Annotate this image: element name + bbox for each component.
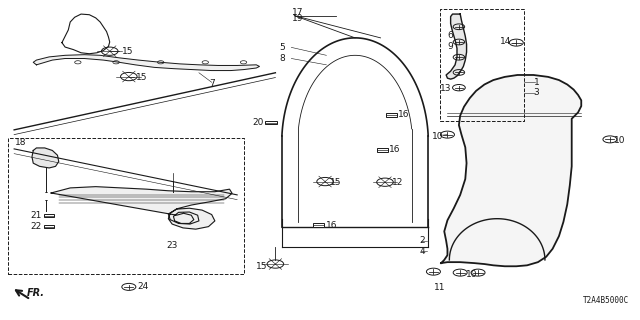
Text: 13: 13: [440, 84, 452, 93]
FancyBboxPatch shape: [44, 225, 54, 228]
Text: 21: 21: [31, 211, 42, 220]
Text: 18: 18: [15, 138, 26, 147]
Polygon shape: [441, 75, 581, 266]
Text: 10: 10: [614, 136, 625, 145]
Text: 4: 4: [419, 247, 425, 256]
Polygon shape: [446, 14, 467, 79]
Text: T2A4B5000C: T2A4B5000C: [583, 296, 629, 305]
Text: 15: 15: [136, 73, 147, 82]
FancyBboxPatch shape: [313, 223, 324, 227]
Text: 16: 16: [390, 145, 401, 154]
Text: 8: 8: [279, 54, 285, 63]
Text: 10: 10: [432, 132, 444, 141]
FancyBboxPatch shape: [386, 113, 397, 117]
Polygon shape: [51, 187, 232, 229]
FancyBboxPatch shape: [44, 214, 54, 217]
Text: 11: 11: [434, 283, 445, 292]
Text: FR.: FR.: [27, 288, 45, 298]
Text: 24: 24: [137, 282, 148, 292]
Text: 10: 10: [466, 270, 477, 279]
Text: 5: 5: [279, 43, 285, 52]
Text: 15: 15: [330, 178, 342, 187]
Text: 7: 7: [209, 79, 214, 88]
Text: 3: 3: [534, 88, 540, 97]
Polygon shape: [33, 55, 259, 70]
Text: 2: 2: [419, 236, 425, 245]
Text: 15: 15: [122, 47, 133, 56]
FancyBboxPatch shape: [377, 148, 388, 152]
Text: 16: 16: [398, 110, 410, 119]
Text: 19: 19: [292, 14, 303, 23]
Text: 23: 23: [166, 241, 178, 250]
Text: 20: 20: [252, 118, 263, 127]
Text: 12: 12: [392, 178, 403, 187]
Text: 22: 22: [31, 222, 42, 231]
Text: 9: 9: [448, 42, 454, 51]
Text: 1: 1: [534, 78, 540, 87]
Polygon shape: [32, 148, 59, 168]
Text: 14: 14: [500, 36, 512, 45]
Polygon shape: [62, 14, 109, 54]
Text: 6: 6: [448, 31, 454, 40]
FancyBboxPatch shape: [265, 121, 276, 124]
Text: 15: 15: [255, 262, 267, 271]
Text: 17: 17: [292, 8, 303, 17]
Text: 16: 16: [326, 220, 337, 229]
